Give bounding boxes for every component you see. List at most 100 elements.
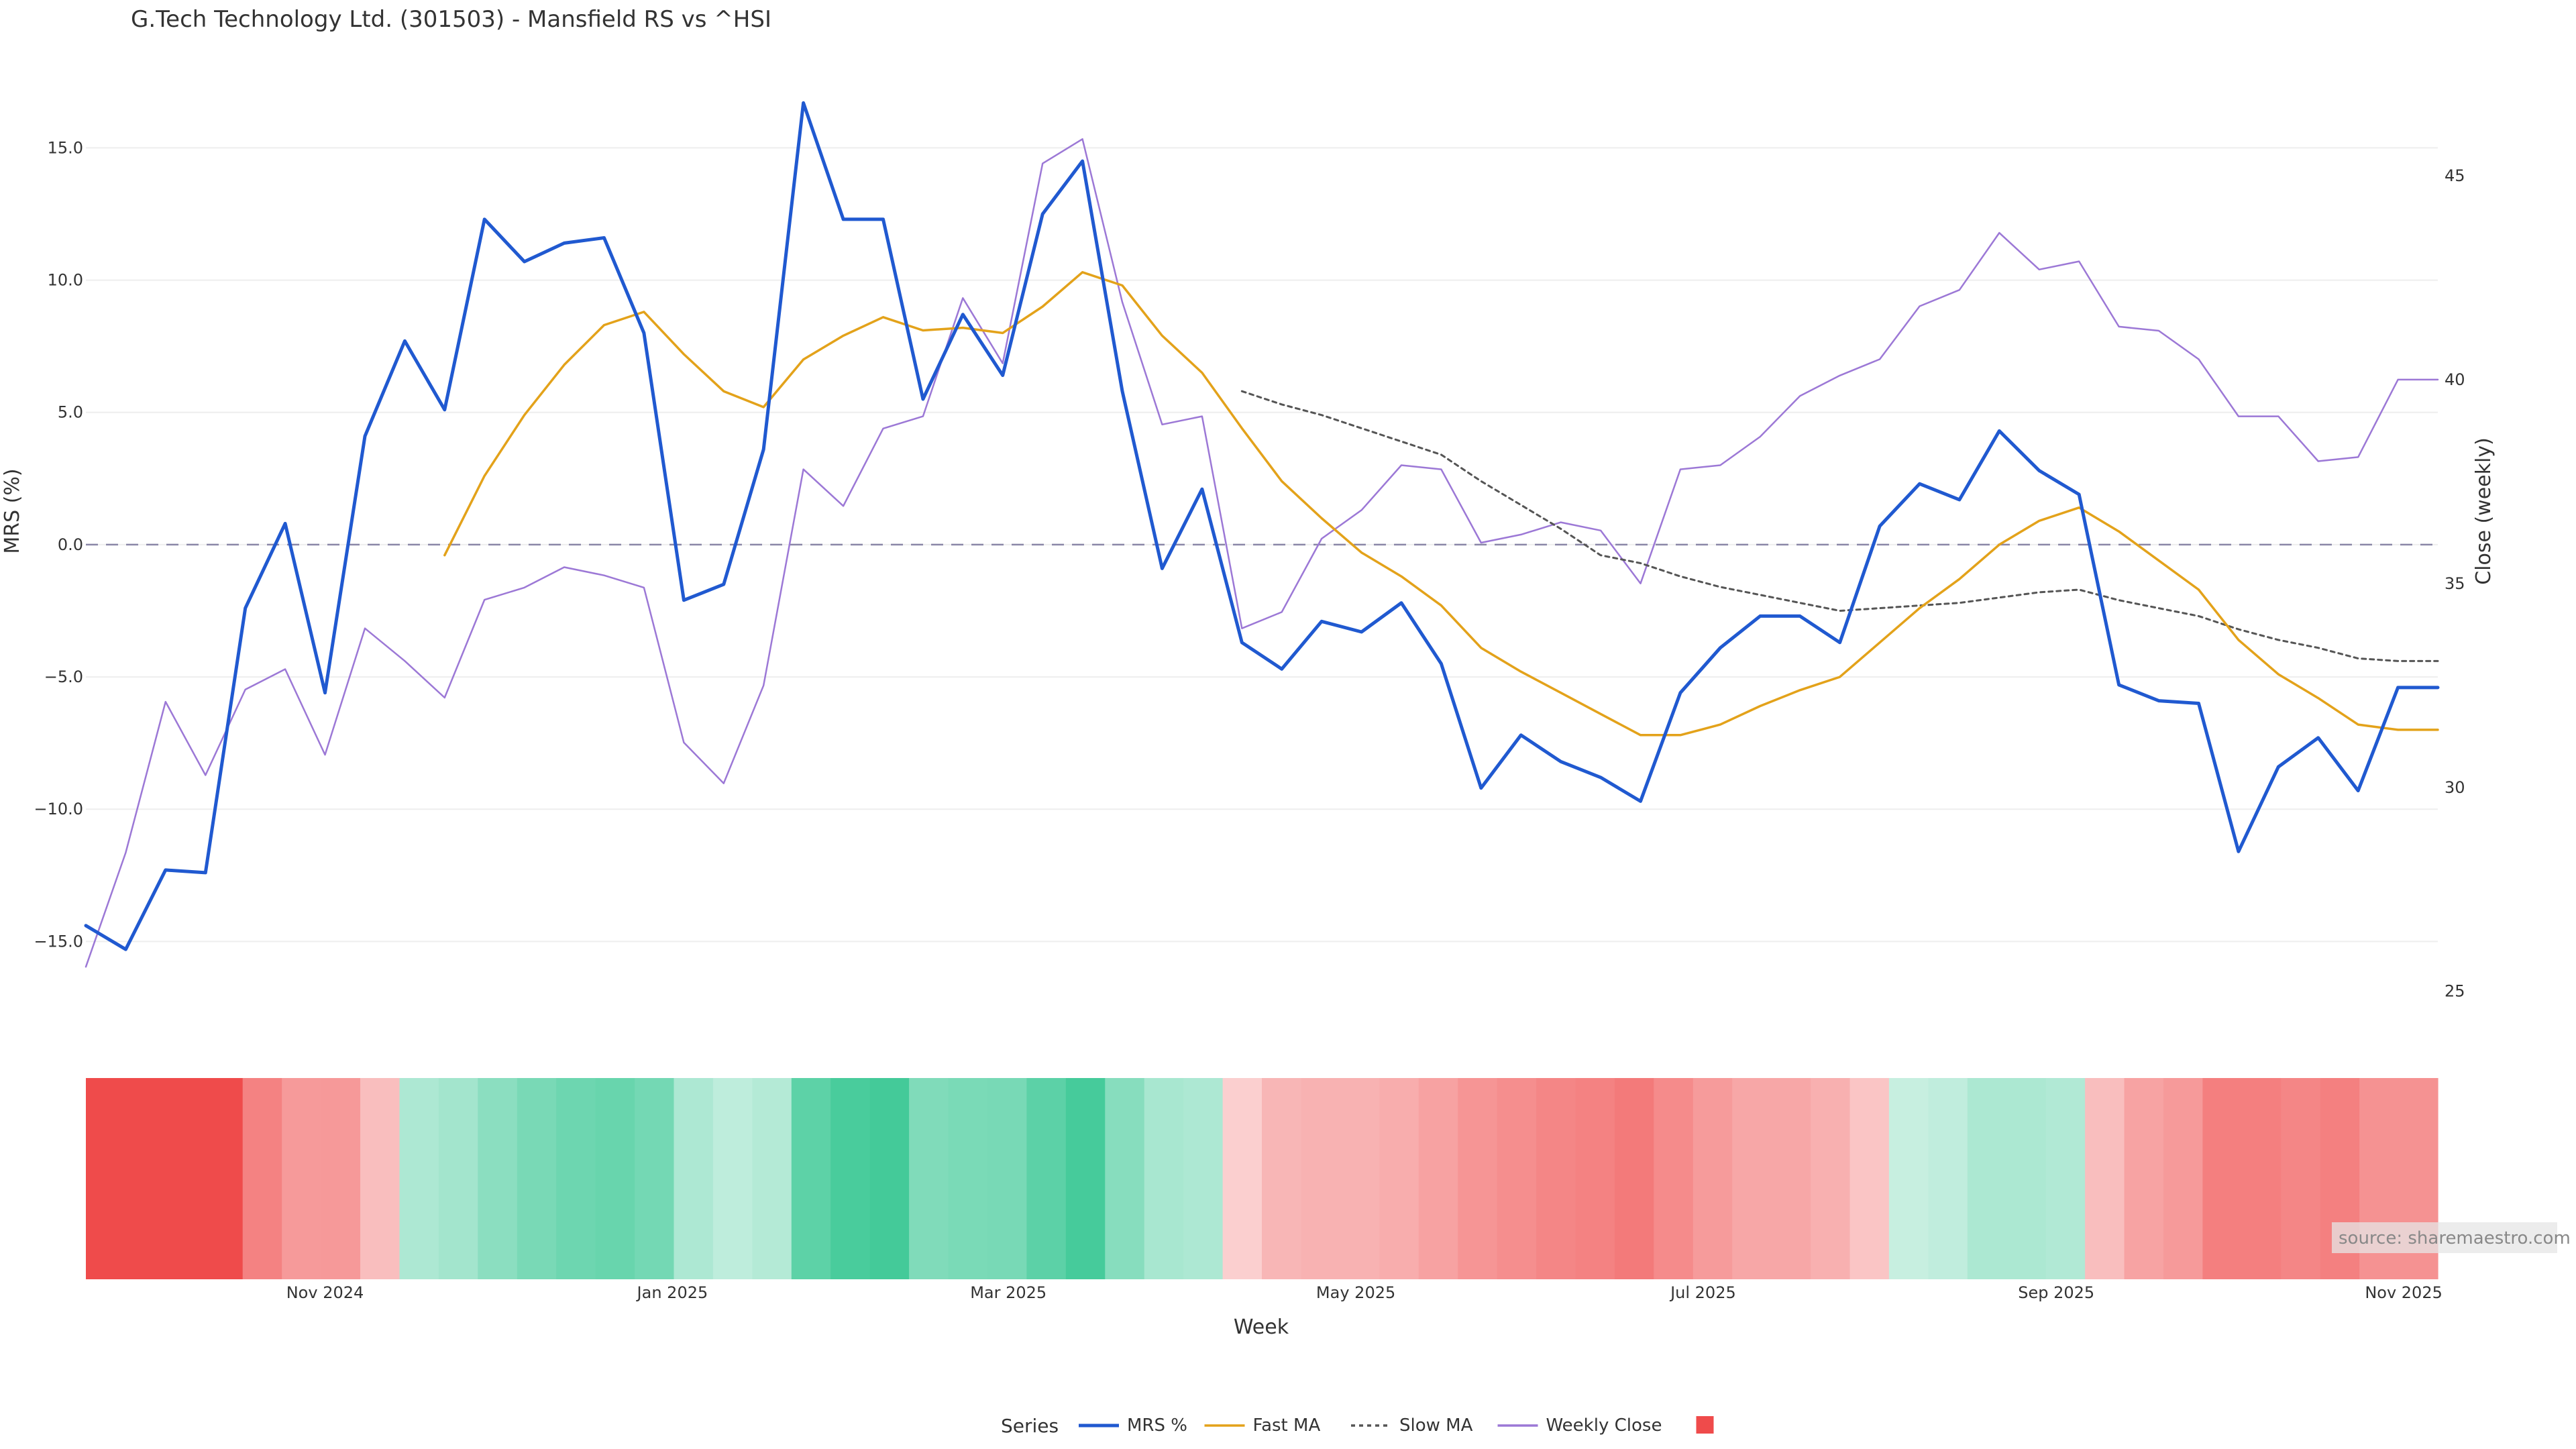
right-axis: 45 40 35 30 25 (2445, 166, 2465, 1001)
y-tick-label: 0.0 (58, 535, 83, 554)
y-tick-label: −15.0 (34, 932, 83, 951)
heatmap-cell (2085, 1078, 2125, 1279)
x-tick-label: Nov 2024 (286, 1283, 364, 1302)
y2-tick-label: 25 (2445, 982, 2465, 1001)
heatmap-cell (2006, 1078, 2047, 1279)
source-badge: source: sharemaestro.com (2332, 1222, 2571, 1253)
heatmap-cell (1811, 1078, 1851, 1279)
heatmap-cell (282, 1078, 322, 1279)
heatmap-cell (1105, 1078, 1145, 1279)
heatmap-cell (1262, 1078, 1301, 1279)
legend-label: Slow MA (1399, 1415, 1473, 1436)
heatmap-cell (1693, 1078, 1733, 1279)
legend-title: Series (1001, 1415, 1059, 1437)
y-tick-label: −10.0 (34, 800, 83, 818)
heatmap-cell (948, 1078, 988, 1279)
heatmap-cell (2281, 1078, 2321, 1279)
series-layer (84, 101, 2440, 968)
heatmap-cell (2202, 1078, 2243, 1279)
heatmap-cell (1065, 1078, 1106, 1279)
heatmap-cell (1458, 1078, 1498, 1279)
x-tick-label: May 2025 (1316, 1283, 1395, 1302)
heatmap-cell (438, 1078, 478, 1279)
heatmap-strip (86, 1078, 2438, 1279)
x-tick-label: Sep 2025 (2018, 1283, 2094, 1302)
x-tick-label: Jul 2025 (1669, 1283, 1736, 1302)
heatmap-cell (360, 1078, 400, 1279)
chart-title: G.Tech Technology Ltd. (301503) - Mansfi… (131, 6, 771, 33)
heatmap-cell (869, 1078, 910, 1279)
heatmap-cell (2241, 1078, 2282, 1279)
heatmap-cell (86, 1078, 125, 1279)
y-tick-label: 10.0 (48, 271, 83, 290)
weekly-close-line (85, 138, 2439, 968)
x-tick-label: Mar 2025 (970, 1283, 1046, 1302)
heatmap-cell (1614, 1078, 1654, 1279)
heatmap-cell (1379, 1078, 1419, 1279)
fast-ma-line (443, 271, 2439, 737)
x-axis: Nov 2024 Jan 2025 Mar 2025 May 2025 Jul 2025… (286, 1283, 2443, 1302)
left-axis-title: MRS (%) (1, 468, 24, 553)
heatmap-cell (1222, 1078, 1263, 1279)
heatmap-cell (1026, 1078, 1067, 1279)
heatmap-cell (164, 1078, 204, 1279)
heatmap-cell (674, 1078, 714, 1279)
y2-tick-label: 35 (2445, 574, 2465, 593)
grid-layer (86, 147, 2438, 943)
heatmap-cell (399, 1078, 439, 1279)
heatmap-cell (909, 1078, 949, 1279)
y2-tick-label: 40 (2445, 370, 2465, 389)
legend-label: Fast MA (1253, 1415, 1321, 1436)
heatmap-cell (1732, 1078, 1772, 1279)
legend-items: MRS % Fast MA Slow MA Weekly Close (1079, 1415, 1714, 1436)
heatmap-cell (1849, 1078, 1890, 1279)
heatmap-cell (791, 1078, 831, 1279)
y2-tick-label: 30 (2445, 778, 2465, 797)
heatmap-cell (987, 1078, 1027, 1279)
heatmap-cell (712, 1078, 753, 1279)
heatmap-cell (2045, 1078, 2086, 1279)
heatmap-cell (1771, 1078, 1811, 1279)
y2-tick-label: 45 (2445, 166, 2465, 185)
legend-swatch-heatmap (1696, 1416, 1714, 1434)
heatmap-cell (2163, 1078, 2203, 1279)
heatmap-cell (556, 1078, 596, 1279)
heatmap-cell (517, 1078, 557, 1279)
heatmap-cell (1575, 1078, 1615, 1279)
mrs-line (84, 101, 2440, 951)
heatmap-cell (1967, 1078, 2007, 1279)
heatmap-cell (1301, 1078, 1341, 1279)
legend-label: Weekly Close (1546, 1415, 1662, 1436)
heatmap-cell (830, 1078, 871, 1279)
x-axis-title: Week (1234, 1316, 1289, 1339)
heatmap-cell (1144, 1078, 1184, 1279)
y-tick-label: 5.0 (58, 403, 83, 422)
heatmap-cell (752, 1078, 792, 1279)
heatmap-cell (1654, 1078, 1694, 1279)
slow-ma-line (1240, 390, 2439, 662)
heatmap-cell (1536, 1078, 1576, 1279)
legend-label: MRS % (1127, 1415, 1187, 1436)
left-axis: 15.0 10.0 5.0 0.0 −5.0 −10.0 −15.0 (34, 138, 83, 951)
heatmap-cell (125, 1078, 165, 1279)
x-tick-label: Nov 2025 (2365, 1283, 2443, 1302)
heatmap-cell (203, 1078, 244, 1279)
source-badge-bg (2332, 1222, 2557, 1253)
heatmap-cell (1888, 1078, 1929, 1279)
heatmap-cell (1418, 1078, 1458, 1279)
source-text: source: sharemaestro.com (2339, 1228, 2571, 1248)
y-tick-label: −5.0 (44, 667, 83, 686)
right-axis-title: Close (weekly) (2472, 437, 2496, 585)
legend: Series MRS % Fast MA Slow MA Weekly Close (1001, 1415, 1714, 1437)
y-tick-label: 15.0 (48, 138, 83, 157)
heatmap-cell (321, 1078, 361, 1279)
heatmap-cell (1183, 1078, 1224, 1279)
heatmap-cell (1928, 1078, 1968, 1279)
heatmap-cell (242, 1078, 282, 1279)
heatmap-cell (1497, 1078, 1537, 1279)
heatmap-cell (595, 1078, 635, 1279)
x-tick-label: Jan 2025 (636, 1283, 708, 1302)
heatmap-cell (635, 1078, 675, 1279)
